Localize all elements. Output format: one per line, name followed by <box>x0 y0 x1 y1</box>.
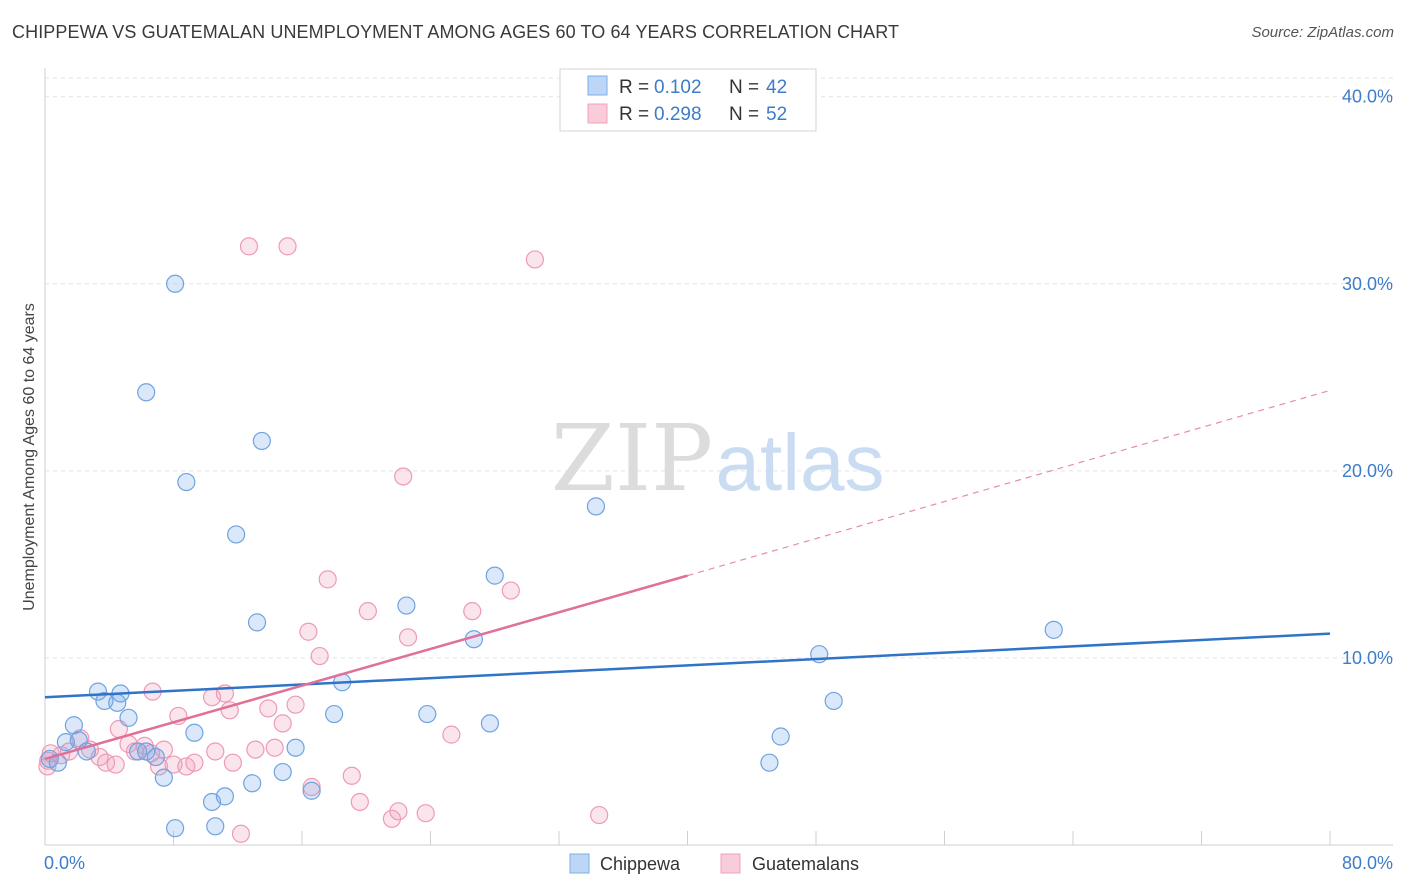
chippewa-point <box>418 704 437 724</box>
y-axis-label: Unemployment Among Ages 60 to 64 years <box>21 303 38 611</box>
legend-bottom-chippewa: Chippewa <box>600 854 681 874</box>
chippewa-point <box>215 787 234 806</box>
guatemalans-point <box>350 792 369 812</box>
chippewa-point <box>137 742 156 761</box>
chippewa-point <box>302 781 321 800</box>
guatemalans-point <box>416 804 435 823</box>
guatemalans-point <box>273 714 292 733</box>
chippewa-point <box>325 704 344 724</box>
legend-r-value-2: 0.298 <box>654 104 702 125</box>
source-label: Source: ZipAtlas.com <box>1251 24 1394 41</box>
guatemalans-point <box>231 824 251 843</box>
x-tick-label-min: 0.0% <box>44 853 85 873</box>
y-tick-label: 10.0% <box>1342 648 1393 668</box>
chippewa-point <box>247 613 267 632</box>
svg-text:R = 0.298 N =: R = 0.298 N = 52 <box>619 104 787 125</box>
chippewa-point <box>771 727 790 746</box>
guatemalans-point <box>463 602 482 621</box>
chippewa-point <box>177 472 196 492</box>
guatemalans-point <box>382 809 402 828</box>
chart-title: CHIPPEWA VS GUATEMALAN UNEMPLOYMENT AMON… <box>12 22 900 42</box>
legend-bottom: Chippewa Guatemalans <box>569 853 859 874</box>
chippewa-point <box>760 753 779 772</box>
chippewa-point <box>185 723 204 742</box>
chippewa-point <box>243 774 262 793</box>
watermark-atlas: atlas <box>716 418 885 507</box>
trend-line-guatemalans-extrapolated <box>687 389 1331 577</box>
legend-bottom-swatch-chippewa <box>569 853 590 874</box>
legend-swatch-chippewa <box>587 75 608 96</box>
guatemalans-point <box>206 742 225 761</box>
y-tick-label: 30.0% <box>1342 274 1393 294</box>
guatemalans-point <box>106 755 125 774</box>
chippewa-point <box>1044 620 1063 639</box>
tick-labels: 10.0% 20.0% 30.0% 40.0% 0.0% 80.0% <box>44 87 1393 873</box>
chippewa-point <box>119 708 138 727</box>
chippewa-point <box>824 691 843 711</box>
chippewa-point <box>146 747 165 767</box>
legend-n-value-1: 42 <box>766 77 787 98</box>
legend-bottom-swatch-guatemalans <box>720 853 741 874</box>
legend-r-label-2: R = <box>619 104 649 125</box>
chippewa-point <box>273 762 292 782</box>
watermark-zip: ZIP <box>551 405 713 512</box>
grid-lines <box>45 77 1393 659</box>
series-chippewa <box>40 274 1063 838</box>
guatemalans-point <box>442 725 461 744</box>
guatemalans-point <box>525 250 545 269</box>
chippewa-point <box>286 738 305 757</box>
trend-line-chippewa <box>44 632 1331 699</box>
legend-bottom-guatemalans: Guatemalans <box>752 854 859 874</box>
guatemalans-point <box>299 622 318 641</box>
guatemalans-point <box>501 581 520 600</box>
guatemalans-point <box>286 695 305 714</box>
trend-lines <box>44 389 1331 761</box>
chippewa-point <box>485 566 504 585</box>
guatemalans-point <box>265 738 284 757</box>
legend-r-label-1: R = <box>619 77 649 98</box>
guatemalans-point <box>239 237 259 256</box>
guatemalans-point <box>398 628 418 647</box>
chippewa-point <box>154 768 173 787</box>
legend-top: R = 0.102 N = 42 R = 0.298 N = 52 <box>559 68 817 132</box>
guatemalans-point <box>318 570 337 589</box>
guatemalans-point <box>278 237 297 256</box>
y-tick-label: 40.0% <box>1342 87 1393 107</box>
x-tick-label-max: 80.0% <box>1342 853 1393 873</box>
chippewa-point <box>480 714 500 733</box>
legend-swatch-guatemalans <box>587 103 608 124</box>
chippewa-point <box>206 817 225 836</box>
legend-r-value-1: 0.102 <box>654 77 702 98</box>
guatemalans-point <box>259 699 278 718</box>
watermark: ZIP atlas <box>551 405 885 512</box>
guatemalans-point <box>223 753 243 772</box>
y-tick-label: 20.0% <box>1342 461 1393 481</box>
guatemalans-point <box>310 646 329 666</box>
legend-n-value-2: 52 <box>766 104 787 125</box>
trend-line-guatemalans <box>44 574 688 761</box>
series-guatemalans <box>38 237 609 843</box>
chippewa-point <box>397 596 416 615</box>
chippewa-point <box>166 819 185 838</box>
chippewa-point <box>227 525 246 544</box>
axes <box>44 68 1393 846</box>
guatemalans-point <box>590 805 609 825</box>
legend-n-label-1: N = <box>729 77 759 98</box>
guatemalans-point <box>246 740 265 759</box>
chippewa-point <box>586 497 606 516</box>
svg-text:R = 0.102 N =: R = 0.102 N = 42 <box>619 77 787 98</box>
chippewa-point <box>252 431 271 451</box>
guatemalans-point <box>358 602 377 621</box>
guatemalans-point <box>185 753 204 772</box>
guatemalans-point <box>389 802 408 821</box>
chippewa-point <box>166 274 185 293</box>
guatemalans-point <box>342 766 361 785</box>
legend-n-label-2: N = <box>729 104 759 125</box>
guatemalans-point <box>394 467 413 486</box>
chippewa-point <box>137 383 156 402</box>
